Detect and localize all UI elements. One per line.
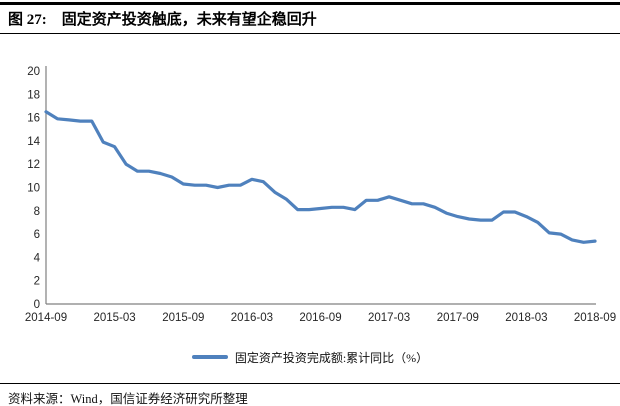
x-tick-label: 2015-03: [93, 312, 135, 324]
x-tick-label: 2017-03: [368, 312, 410, 324]
y-tick-label: 20: [27, 66, 40, 78]
x-tick-label: 2018-09: [574, 312, 616, 324]
data-series-line: [44, 110, 597, 244]
figure-title: 图 27: 固定资产投资触底，未来有望企稳回升: [8, 12, 317, 28]
title-divider: [0, 33, 620, 34]
x-tick-label: 2017-09: [437, 312, 479, 324]
y-tick-label: 18: [27, 89, 40, 101]
y-tick-label: 6: [34, 229, 40, 241]
y-tick-label: 8: [34, 206, 40, 218]
y-tick-label: 0: [34, 299, 40, 311]
x-tick-label: 2015-09: [162, 312, 204, 324]
x-tick-label: 2016-09: [299, 312, 341, 324]
y-tick-label: 12: [27, 159, 40, 171]
x-tick-label: 2018-03: [505, 312, 547, 324]
legend-line-swatch: [191, 355, 228, 359]
x-tick-label: 2014-09: [25, 312, 67, 324]
top-rule: [0, 2, 620, 5]
y-tick-label: 2: [34, 276, 40, 288]
legend: 固定资产投资完成额:累计同比（%）: [0, 348, 620, 366]
x-axis-tick-labels: 2014-09 2015-03 2015-09 2016-03 2016-09 2017-…: [25, 312, 616, 324]
legend-label: 固定资产投资完成额:累计同比（%）: [234, 350, 429, 365]
y-axis-tick-labels: 0 2 4 6 8 10 12 14 16 18 20: [27, 66, 40, 311]
x-tick-label: 2016-03: [231, 312, 273, 324]
source-note: 资料来源：Wind，国信证券经济研究所整理: [8, 392, 248, 406]
footer-divider: [0, 383, 620, 384]
y-tick-label: 16: [27, 113, 40, 125]
y-tick-label: 14: [27, 136, 40, 148]
y-tick-label: 10: [27, 183, 40, 195]
y-tick-label: 4: [34, 252, 41, 264]
